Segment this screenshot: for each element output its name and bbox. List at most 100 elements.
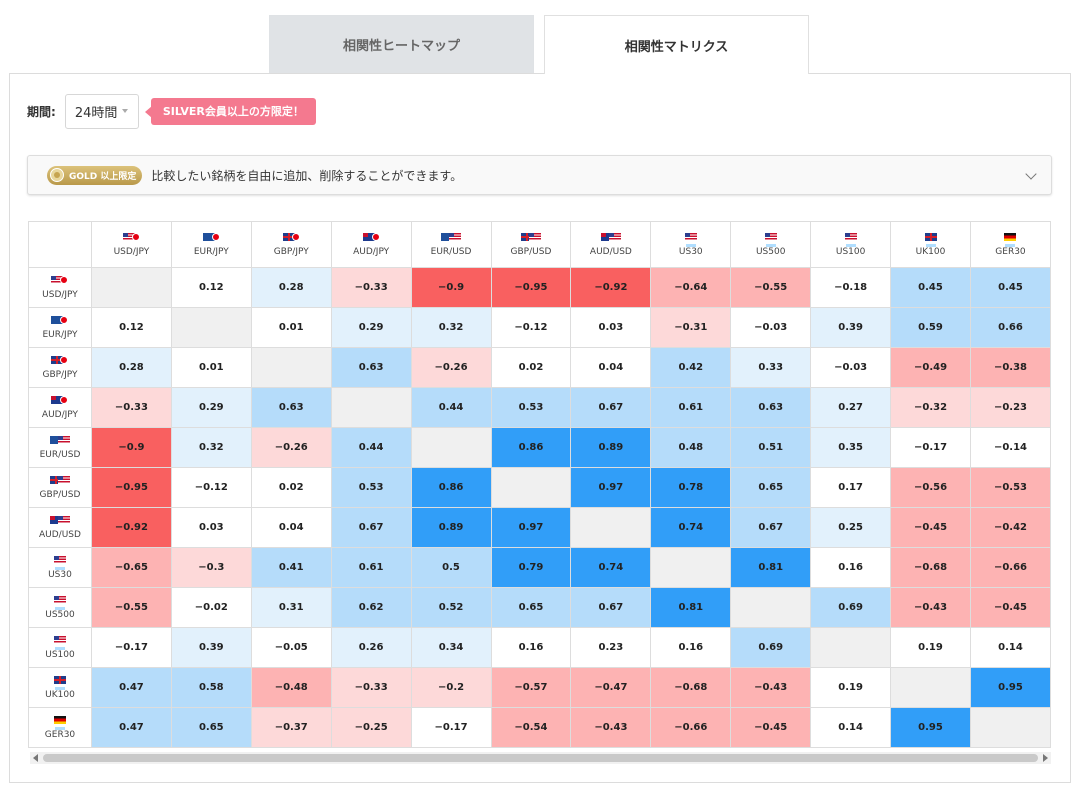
flag-icons <box>51 395 69 407</box>
correlation-cell: 0.65 <box>730 467 812 508</box>
flag-icons <box>49 435 70 447</box>
correlation-cell: 0.45 <box>890 267 971 308</box>
table-row: USD/JPY 0.12 0.28 −0.33 −0.9 −0.95 −0.92 −0.64−… <box>28 267 1051 308</box>
correlation-cell: 0.16 <box>490 627 572 668</box>
correlation-cell: −0.66 <box>969 547 1051 588</box>
tab-heatmap[interactable]: 相関性ヒートマップ <box>269 15 534 73</box>
gold-feature-text: 比較したい銘柄を自由に追加、削除することができます。 <box>151 168 463 183</box>
column-header: AUD/JPY <box>330 221 412 268</box>
correlation-cell: −0.9 <box>90 427 172 468</box>
correlation-cell: −0.12 <box>170 467 252 508</box>
correlation-cell: 0.44 <box>330 427 412 468</box>
column-header: GBP/JPY <box>250 221 332 268</box>
index-underline-icon <box>925 244 936 247</box>
diagonal-cell <box>890 667 971 708</box>
scrollbar-thumb[interactable] <box>43 754 1038 762</box>
correlation-cell: 0.34 <box>410 627 492 668</box>
correlation-cell: 0.19 <box>890 627 971 668</box>
correlation-cell: 0.04 <box>570 347 652 388</box>
au-flag-icon <box>362 233 375 241</box>
matrix-panel: 期間: 24時間 SILVER会員以上の方限定！ GOLD 以上限定 比較したい… <box>9 73 1071 783</box>
diagonal-cell <box>490 467 572 508</box>
correlation-cell: 0.01 <box>170 347 252 388</box>
index-underline-icon <box>54 727 65 730</box>
column-header: GBP/USD <box>490 221 572 268</box>
flag-icons <box>600 232 621 244</box>
diagonal-cell <box>570 507 652 548</box>
correlation-cell: 0.42 <box>650 347 732 388</box>
tab-matrix[interactable]: 相関性マトリクス <box>544 15 809 74</box>
flag-icons <box>764 232 777 247</box>
correlation-cell: −0.43 <box>570 707 652 748</box>
correlation-cell: 0.41 <box>250 547 332 588</box>
correlation-cell: −0.43 <box>730 667 812 708</box>
correlation-cell: −0.05 <box>250 627 332 668</box>
diagonal-cell <box>969 707 1051 748</box>
correlation-cell: 0.39 <box>170 627 252 668</box>
period-select[interactable]: 24時間 <box>64 94 139 129</box>
correlation-cell: 0.78 <box>650 467 732 508</box>
column-header-label: AUD/USD <box>589 247 632 257</box>
gold-feature-bar[interactable]: GOLD 以上限定 比較したい銘柄を自由に追加、削除することができます。 <box>27 155 1052 195</box>
correlation-cell: 0.69 <box>810 587 892 628</box>
column-header: EUR/JPY <box>170 221 252 268</box>
correlation-cell: 0.51 <box>730 427 812 468</box>
correlation-cell: −0.45 <box>730 707 812 748</box>
period-select-value: 24時間 <box>74 106 118 121</box>
correlation-cell: 0.12 <box>90 307 172 348</box>
caret-down-icon <box>121 109 128 113</box>
correlation-cell: −0.38 <box>969 347 1051 388</box>
eu-flag-icon <box>441 233 454 241</box>
horizontal-scrollbar[interactable] <box>30 752 1051 764</box>
correlation-cell: 0.32 <box>170 427 252 468</box>
correlation-cell: −0.65 <box>90 547 172 588</box>
gold-badge: GOLD 以上限定 <box>47 165 143 185</box>
chevron-down-icon[interactable] <box>1025 168 1037 180</box>
correlation-cell: 0.04 <box>250 507 332 548</box>
us-flag-icon <box>764 233 777 241</box>
scroll-right-icon[interactable] <box>1043 754 1048 762</box>
correlation-cell: −0.57 <box>490 667 572 708</box>
flag-icons <box>53 675 66 690</box>
row-header-label: US500 <box>45 610 75 620</box>
correlation-cell: 0.74 <box>570 547 652 588</box>
correlation-cell: −0.17 <box>410 707 492 748</box>
correlation-cell: 0.33 <box>730 347 812 388</box>
column-header: GER30 <box>969 221 1051 268</box>
correlation-cell: 0.29 <box>330 307 412 348</box>
row-header: US500 <box>28 587 92 628</box>
correlation-cell: 0.16 <box>810 547 892 588</box>
row-header-label: USD/JPY <box>42 290 78 300</box>
correlation-cell: 0.81 <box>730 547 812 588</box>
scroll-left-icon[interactable] <box>33 754 38 762</box>
correlation-cell: 0.97 <box>490 507 572 548</box>
us-flag-icon <box>449 233 462 241</box>
correlation-cell: 0.95 <box>890 707 971 748</box>
us-flag-icon <box>608 233 621 241</box>
index-underline-icon <box>54 567 65 570</box>
index-underline-icon <box>1005 244 1016 247</box>
correlation-cell: −0.14 <box>969 427 1051 468</box>
correlation-cell: 0.69 <box>730 627 812 668</box>
correlation-cell: 0.17 <box>810 467 892 508</box>
correlation-cell: 0.23 <box>570 627 652 668</box>
correlation-cell: −0.33 <box>330 267 412 308</box>
flag-icons <box>51 275 69 287</box>
column-header-label: GER30 <box>995 247 1026 257</box>
correlation-cell: −0.33 <box>330 667 412 708</box>
table-row: US100 −0.17 0.39 −0.05 0.26 0.34 0.16 0.23 0.16 0… <box>28 627 1051 668</box>
row-header: GER30 <box>28 707 92 748</box>
row-header: AUD/JPY <box>28 387 92 428</box>
row-header-label: GBP/JPY <box>42 370 78 380</box>
gb-flag-icon <box>520 233 533 241</box>
correlation-cell: 0.45 <box>969 267 1051 308</box>
correlation-cell: −0.53 <box>969 467 1051 508</box>
row-header: AUD/USD <box>28 507 92 548</box>
row-header-label: EUR/USD <box>39 450 81 460</box>
correlation-cell: −0.92 <box>570 267 652 308</box>
flag-icons <box>51 355 69 367</box>
correlation-cell: 0.62 <box>330 587 412 628</box>
row-header-label: US100 <box>45 650 75 660</box>
correlation-cell: −0.02 <box>170 587 252 628</box>
correlation-cell: 0.31 <box>250 587 332 628</box>
